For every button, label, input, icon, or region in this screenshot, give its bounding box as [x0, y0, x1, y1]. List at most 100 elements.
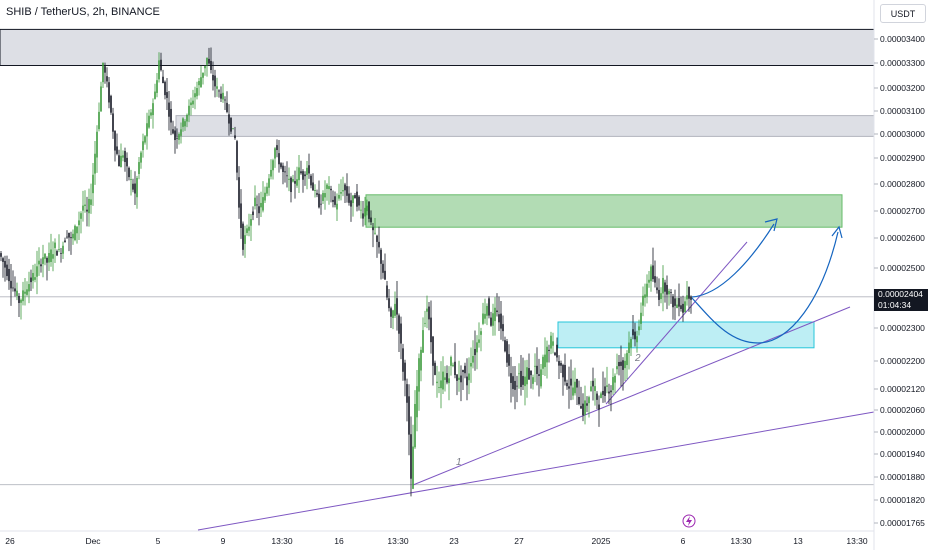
candle-body — [0, 253, 2, 257]
current-price-tag: 0.00002404 01:04:34 — [874, 289, 928, 311]
candle-body — [126, 157, 128, 167]
candle-body — [528, 368, 530, 380]
candle-body — [40, 264, 42, 267]
candle-body — [472, 355, 474, 363]
candle-body — [20, 299, 22, 303]
candle-body — [376, 235, 378, 242]
candle-body — [360, 209, 362, 211]
candle-body — [446, 373, 448, 383]
candle-body — [382, 263, 384, 273]
price-tick-label: 0.00003200 — [880, 83, 925, 93]
candle-body — [264, 192, 266, 201]
candle-body — [582, 403, 584, 416]
time-axis[interactable]: 26 Dec 5 9 13:30 16 13:30 23 27 2025 6 13:30 13 13:30 — [0, 530, 874, 546]
candle-body — [636, 336, 638, 343]
candle-body — [56, 250, 58, 256]
candle-body — [354, 195, 356, 199]
candle-body — [274, 148, 276, 159]
candle-body — [242, 223, 244, 250]
candle-body — [280, 163, 282, 168]
candle-body — [520, 370, 522, 388]
candle-body — [182, 118, 184, 127]
candle-body — [64, 240, 66, 243]
candle-body — [136, 177, 138, 198]
candle-body — [664, 282, 666, 292]
candle-body — [268, 178, 270, 188]
candle-body — [284, 171, 286, 173]
candle-body — [188, 105, 190, 116]
currency-button[interactable]: USDT — [880, 4, 926, 23]
candle-body — [608, 391, 610, 394]
candle-body — [308, 165, 310, 174]
candle-body — [294, 181, 296, 184]
candle-body — [498, 314, 500, 323]
candle-body — [554, 352, 556, 356]
candle-body — [394, 303, 396, 316]
candle-body — [228, 114, 230, 124]
candle-body — [178, 134, 180, 140]
candle-body — [638, 326, 640, 331]
time-tick-label: 13:30 — [271, 536, 293, 546]
candle-body — [96, 131, 98, 158]
price-tick-label: 0.00003000 — [880, 129, 925, 139]
candle-body — [544, 354, 546, 368]
candle-body — [150, 112, 152, 116]
candle-body — [346, 186, 348, 196]
candle-body — [564, 364, 566, 382]
candle-body — [586, 403, 588, 406]
candle-body — [660, 293, 662, 300]
trendline-upper — [605, 241, 748, 405]
candle-body — [490, 317, 492, 326]
candle-body — [266, 186, 268, 194]
time-tick-label: 23 — [449, 536, 459, 546]
candle-body — [22, 290, 24, 302]
candle-body — [518, 373, 520, 375]
candle-body — [434, 362, 436, 375]
candle-body — [396, 298, 398, 315]
candle-body — [590, 386, 592, 392]
candle-body — [596, 393, 598, 400]
candle-body — [584, 400, 586, 415]
candle-body — [362, 213, 364, 219]
candle-body — [24, 291, 26, 294]
candle-body — [74, 225, 76, 241]
candle-body — [500, 313, 502, 329]
candle-body — [570, 378, 572, 386]
candle-body — [442, 371, 444, 390]
candle-body — [384, 270, 386, 280]
price-tick-label: 0.00002500 — [880, 263, 925, 273]
candle-body — [538, 374, 540, 376]
candle-body — [526, 367, 528, 385]
candle-body — [260, 202, 262, 208]
symbol-title[interactable]: SHIB / TetherUS, 2h, BINANCE — [6, 6, 160, 18]
projection-arrowhead-retest — [831, 225, 843, 239]
candle-body — [62, 245, 64, 254]
candle-body — [76, 226, 78, 234]
candle-body — [312, 182, 314, 191]
candle-body — [14, 288, 16, 292]
candle-body — [134, 183, 136, 194]
candle-body — [512, 376, 514, 389]
candle-body — [422, 330, 424, 353]
candle-body — [420, 349, 422, 371]
candle-body — [60, 253, 62, 254]
candle-body — [366, 205, 368, 212]
candle-body — [114, 130, 116, 151]
candle-body — [680, 305, 682, 309]
price-tick-label: 0.00002200 — [880, 356, 925, 366]
candle-body — [572, 387, 574, 396]
candle-body — [106, 76, 108, 82]
time-tick-label: 13:30 — [846, 536, 868, 546]
candle-body — [222, 92, 224, 100]
candle-body — [594, 386, 596, 391]
candle-body — [234, 135, 236, 139]
candle-body — [180, 129, 182, 136]
price-axis[interactable]: 0.00003400 0.00003300 0.00003200 0.00003100… — [873, 0, 925, 550]
candle-body — [52, 254, 54, 259]
candle-body — [116, 146, 118, 154]
lightning-bolt-icon[interactable] — [682, 514, 696, 528]
candle-body — [328, 186, 330, 190]
candle-body — [648, 279, 650, 283]
candle-body — [186, 114, 188, 122]
